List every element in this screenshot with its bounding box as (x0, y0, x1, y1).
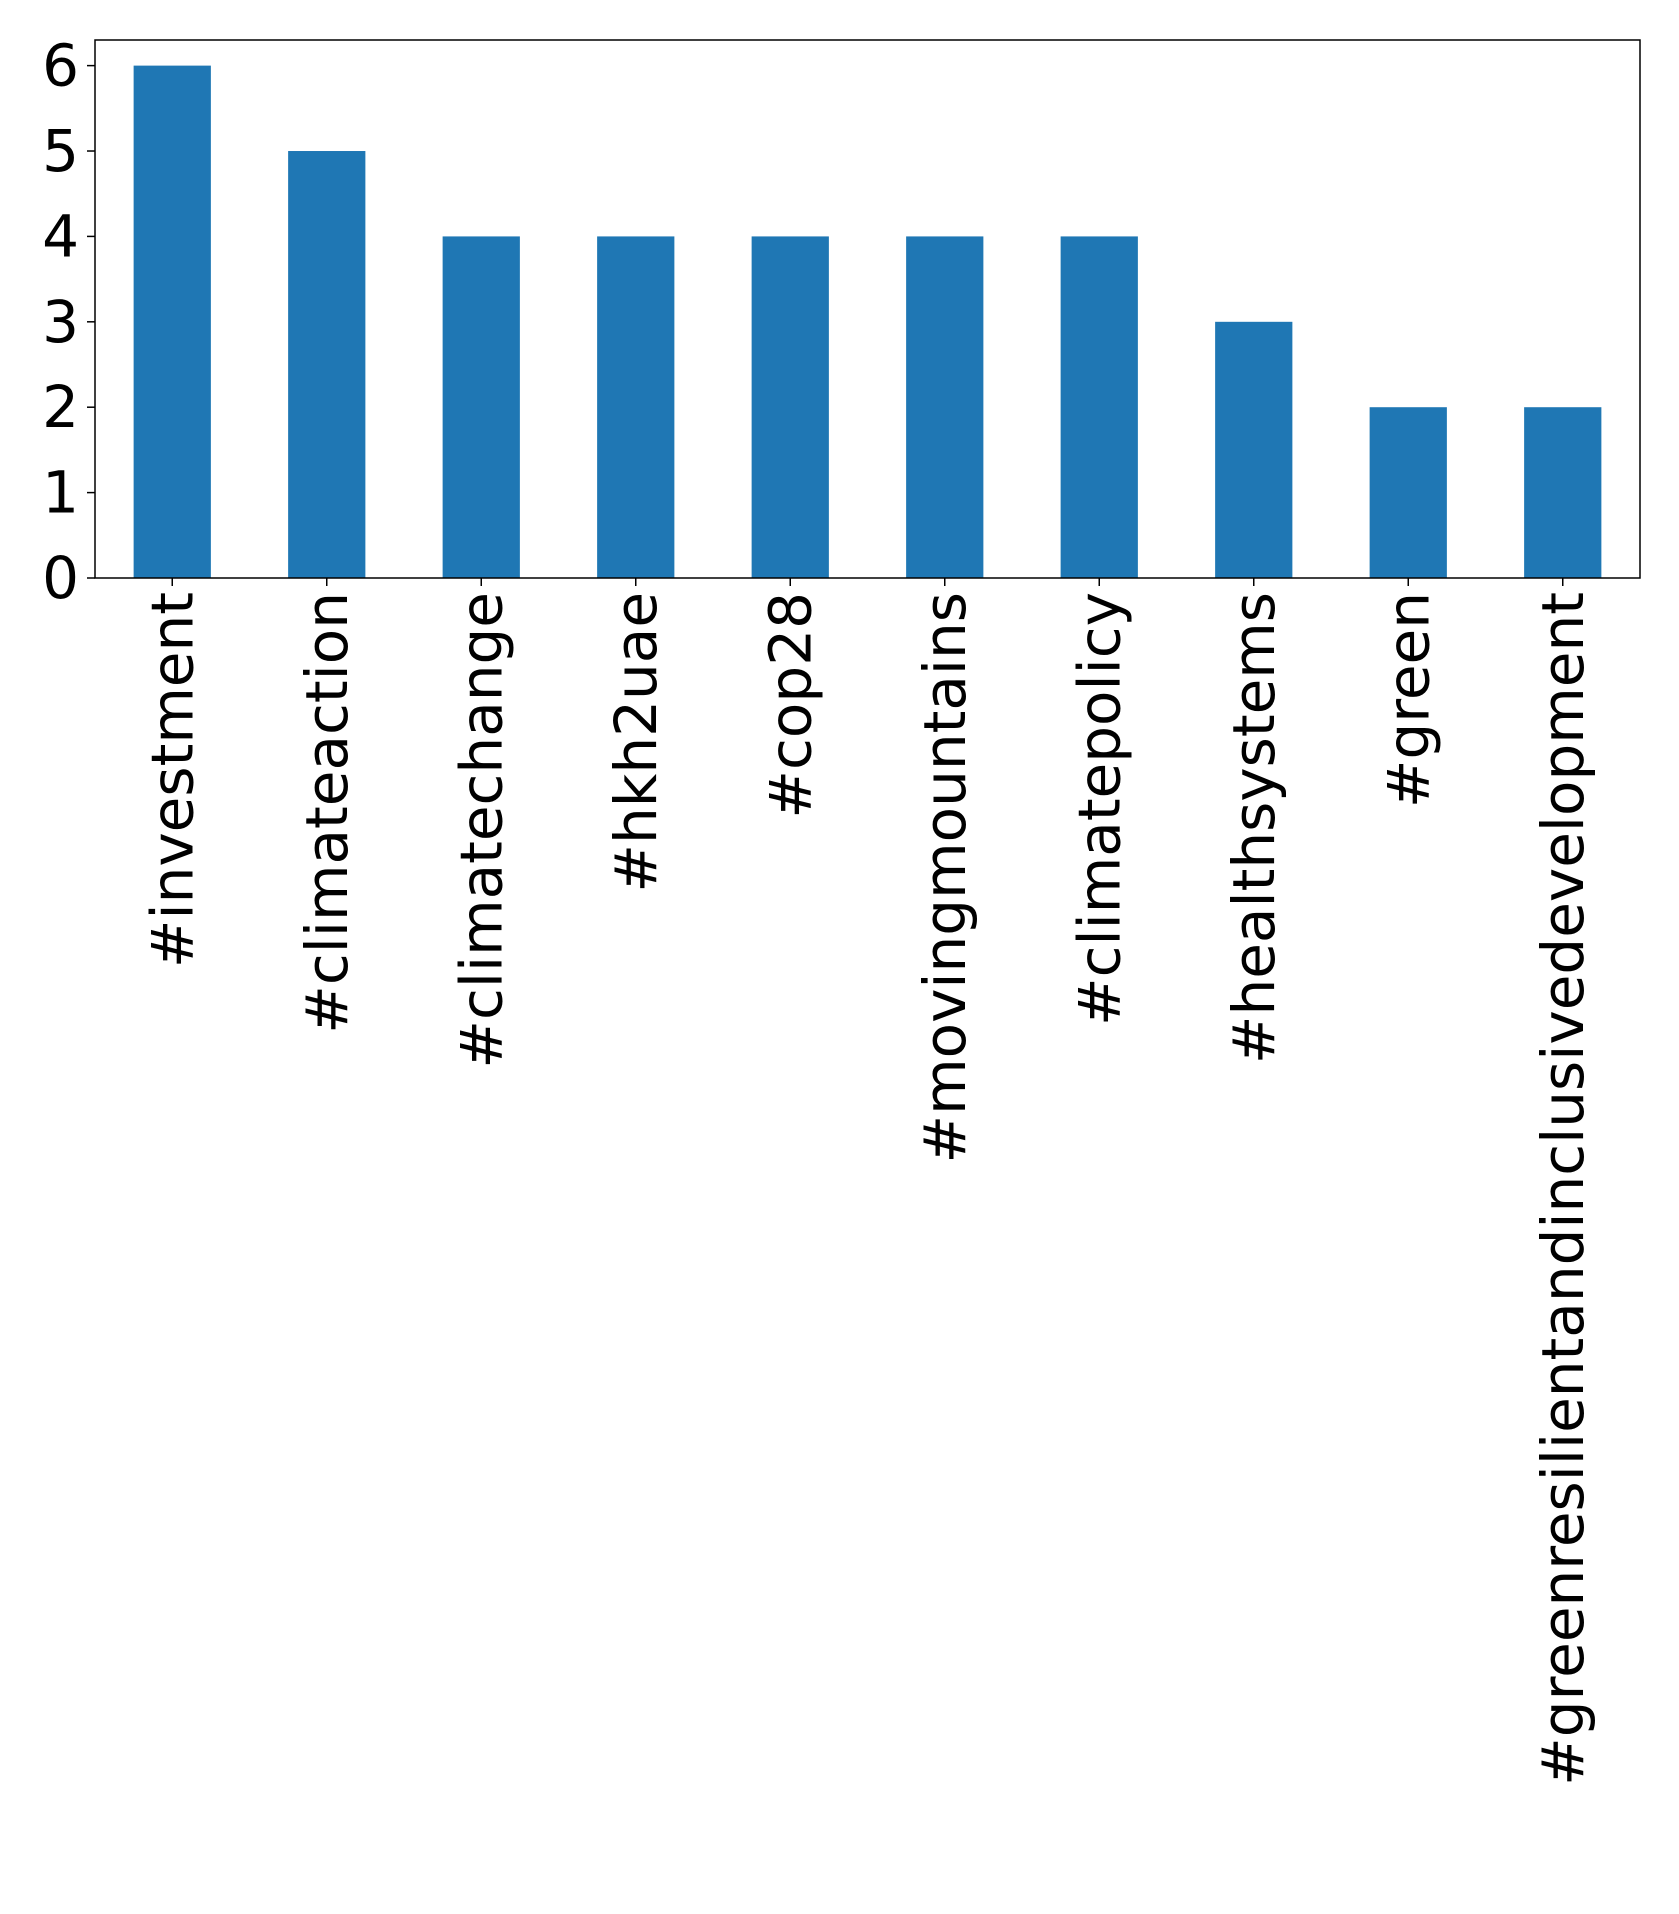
bar (1524, 407, 1602, 578)
bar (133, 65, 211, 579)
bar (1369, 407, 1447, 578)
x-tick-label: #climateaction (293, 592, 361, 1034)
x-tick-label: #hkh2uae (602, 592, 670, 893)
bar (1060, 236, 1138, 578)
bar (1215, 321, 1293, 578)
plot-frame (94, 39, 1641, 579)
y-tick-label: 5 (42, 117, 79, 185)
x-tick-label: #climatepolicy (1065, 592, 1133, 1026)
y-tick-label: 1 (42, 459, 79, 527)
x-axis: #investment #climateaction #climatechange #… (138, 578, 1597, 1786)
bars-group (133, 65, 1602, 579)
x-tick-label: #investment (138, 592, 206, 968)
y-tick-label: 3 (42, 288, 79, 356)
bar (288, 151, 366, 578)
x-tick-label: #climatechange (447, 592, 515, 1069)
bar (442, 236, 520, 578)
y-tick-label: 4 (42, 202, 79, 270)
bar (751, 236, 829, 578)
y-tick-label: 2 (42, 373, 79, 441)
x-tick-label: #green (1374, 592, 1442, 808)
y-axis: 0 1 2 3 4 5 6 (42, 32, 95, 612)
y-tick-label: 0 (42, 544, 79, 612)
x-tick-label: #movingmountains (911, 592, 979, 1163)
x-tick-label: #greenresilientandinclusivedevelopment (1529, 592, 1597, 1786)
y-tick-label: 6 (42, 32, 79, 100)
bar (906, 236, 984, 578)
x-tick-label: #healthsystems (1220, 592, 1288, 1064)
x-tick-label: #cop28 (756, 592, 824, 819)
bar (597, 236, 675, 578)
